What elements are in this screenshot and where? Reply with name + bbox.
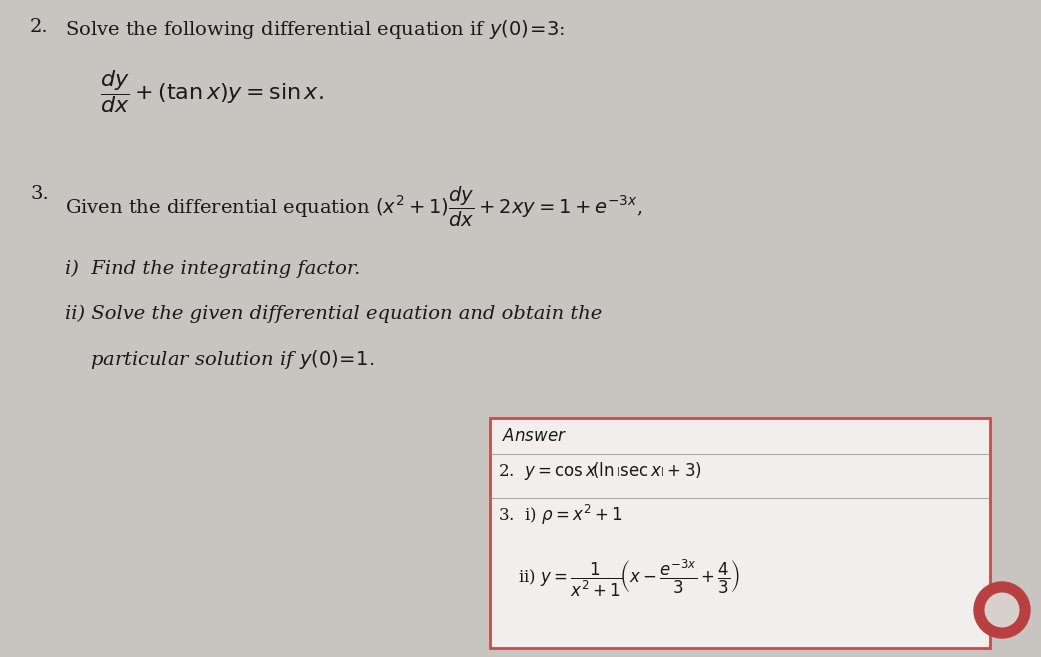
Text: 2.: 2.	[30, 18, 49, 36]
Circle shape	[985, 593, 1019, 627]
Text: 2.  $y = \cos x\!\left(\ln\left|\sec x\right| + 3\right)$: 2. $y = \cos x\!\left(\ln\left|\sec x\ri…	[498, 460, 702, 482]
Text: $\mathit{Answer}$: $\mathit{Answer}$	[502, 428, 567, 445]
Text: ii) Solve the given differential equation and obtain the: ii) Solve the given differential equatio…	[65, 305, 603, 323]
Text: particular solution if $y(0)\!=\!1$.: particular solution if $y(0)\!=\!1$.	[90, 348, 375, 371]
Text: 3.  i) $\rho = x^2 + 1$: 3. i) $\rho = x^2 + 1$	[498, 503, 623, 527]
Text: ii) $y = \dfrac{1}{x^2+1}\!\left(x - \dfrac{e^{-3x}}{3} + \dfrac{4}{3}\right)$: ii) $y = \dfrac{1}{x^2+1}\!\left(x - \df…	[518, 558, 740, 599]
FancyBboxPatch shape	[490, 418, 990, 648]
Text: Solve the following differential equation if $y(0)\!=\!3$:: Solve the following differential equatio…	[65, 18, 565, 41]
Text: $\dfrac{dy}{dx} + \left(\tan x\right)y = \sin x.$: $\dfrac{dy}{dx} + \left(\tan x\right)y =…	[100, 68, 324, 115]
Text: Given the differential equation $\left(x^2+1\right)\dfrac{dy}{dx} + 2xy = 1 + e^: Given the differential equation $\left(x…	[65, 185, 642, 229]
Text: i)  Find the integrating factor.: i) Find the integrating factor.	[65, 260, 360, 279]
Text: 3.: 3.	[30, 185, 49, 203]
Circle shape	[974, 582, 1030, 638]
